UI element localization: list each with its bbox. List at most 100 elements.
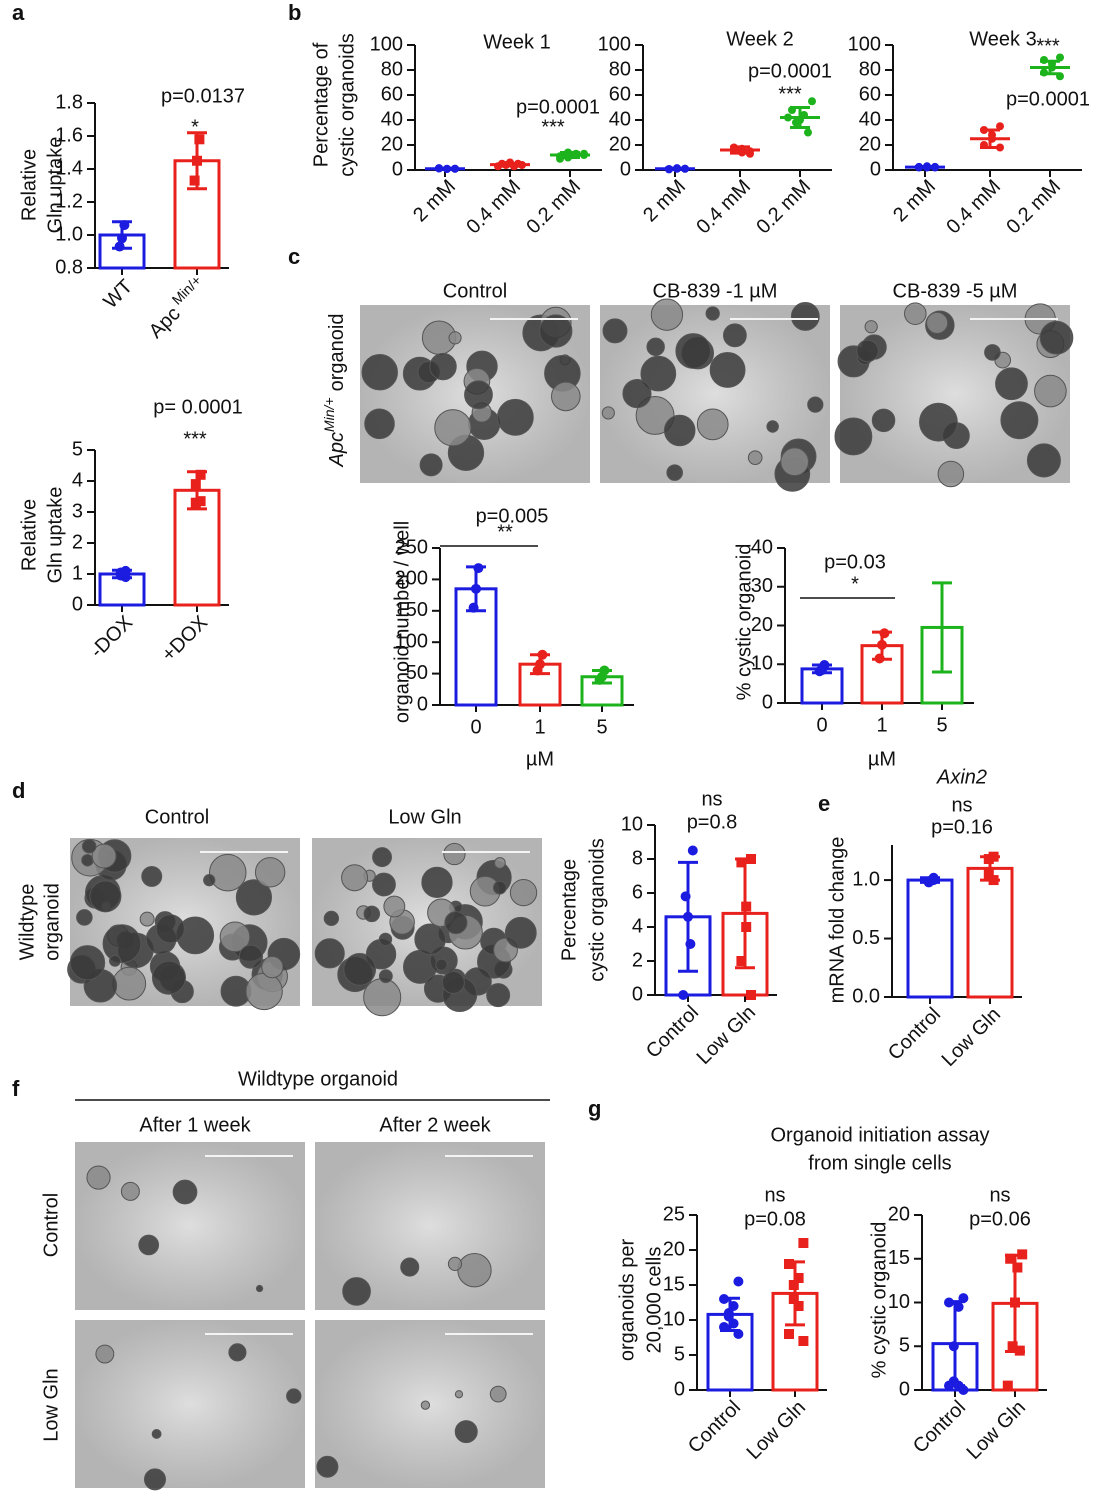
y-axis-label: % cystic organoid xyxy=(868,1222,890,1379)
micrograph xyxy=(360,305,590,483)
organoid-blob xyxy=(864,320,878,334)
data-point xyxy=(443,165,451,173)
y-tick-label: 8 xyxy=(632,847,643,869)
data-point xyxy=(1048,63,1056,72)
organoid-blob xyxy=(984,344,1001,361)
y-tick-label: 6 xyxy=(632,881,643,903)
x-tick-label: 1 xyxy=(534,716,545,738)
y-axis-label: % cystic organoid xyxy=(733,544,755,701)
data-point xyxy=(733,1329,744,1339)
organoid-blob xyxy=(1026,443,1061,478)
x-tick-label: 0.2 mM xyxy=(523,176,586,239)
organoid-blob xyxy=(420,1400,431,1410)
label-sup: Min/+ xyxy=(321,397,337,432)
organoid-blob xyxy=(551,381,581,412)
organoid-blob xyxy=(316,1455,339,1478)
y-tick-label: 20 xyxy=(381,133,403,155)
bar xyxy=(906,878,954,999)
x-tick-label: 2 mM xyxy=(889,176,940,227)
data-point xyxy=(746,149,754,158)
organoid-blob xyxy=(151,1428,162,1439)
y-tick-label: 80 xyxy=(609,58,631,80)
y-tick-label: 200 xyxy=(395,568,428,590)
data-point xyxy=(784,1259,794,1269)
y-tick-label: 0 xyxy=(632,983,643,1005)
organoid-blob xyxy=(464,380,493,410)
data-point xyxy=(1056,53,1064,62)
category-text: WT xyxy=(100,276,138,314)
y-axis-label: Gln uptake xyxy=(44,487,66,584)
organoid-blob xyxy=(219,921,251,953)
data-point xyxy=(958,1385,969,1395)
x-tick-label: 0 xyxy=(470,716,481,738)
organoid-blob xyxy=(414,923,446,956)
y-axis-label: Relative xyxy=(18,149,40,221)
organoid-blob xyxy=(871,408,896,433)
organoid-blob xyxy=(89,880,122,913)
data-point xyxy=(195,496,206,507)
image-column-label: CB-839 -5 µM xyxy=(893,280,1018,302)
x-tick-label: Low Gln xyxy=(963,1397,1030,1464)
organoid-blob xyxy=(494,857,506,869)
organoid-blob xyxy=(856,339,879,363)
label-main: Apc xyxy=(326,432,348,467)
data-point xyxy=(928,872,939,883)
chart-title: Week 1 xyxy=(483,31,550,53)
data-point xyxy=(1012,1262,1023,1273)
image-row-label: organoid xyxy=(41,883,63,961)
y-tick-label: 0 xyxy=(870,158,881,180)
data-point xyxy=(435,164,443,173)
y-tick-label: 20 xyxy=(888,1203,910,1225)
y-axis-label: Gln uptake xyxy=(44,137,66,234)
annotation: * xyxy=(191,116,199,138)
data-point xyxy=(1005,1253,1016,1264)
organoid-blob xyxy=(363,905,381,923)
organoid-blob xyxy=(419,453,443,477)
data-point xyxy=(680,891,691,902)
y-tick-label: 10 xyxy=(663,1308,685,1330)
organoid-blob xyxy=(434,409,472,447)
micrograph xyxy=(315,1142,545,1310)
annotation: *** xyxy=(778,83,802,105)
annotation: p=0.8 xyxy=(687,811,738,833)
organoid-blob xyxy=(496,398,534,436)
data-point xyxy=(738,144,746,153)
organoid-blob xyxy=(342,1277,371,1306)
panel-letter: g xyxy=(588,1096,601,1121)
y-tick-label: 100 xyxy=(598,33,631,55)
x-tick-label: 0.4 mM xyxy=(463,176,526,239)
organoid-blob xyxy=(666,464,683,481)
data-point xyxy=(996,122,1004,131)
organoid-blob xyxy=(443,842,466,866)
x-tick-label: Low Gln xyxy=(693,1002,760,1069)
x-tick-label: Control xyxy=(884,1004,945,1065)
data-point xyxy=(746,854,756,864)
panel-title: Organoid initiation assay xyxy=(770,1124,989,1146)
bar xyxy=(966,866,1014,999)
data-point xyxy=(192,155,202,166)
data-point xyxy=(117,233,127,244)
y-tick-label: 4 xyxy=(72,469,83,491)
y-tick-label: 10 xyxy=(621,813,643,835)
y-axis-label: organoids per xyxy=(616,1239,638,1362)
y-axis-label: Percentage xyxy=(558,859,580,961)
annotation: p=0.06 xyxy=(969,1208,1031,1230)
data-point xyxy=(1014,1345,1025,1356)
panel-letter: c xyxy=(288,244,300,269)
data-point xyxy=(120,572,131,583)
micrograph xyxy=(75,1320,305,1491)
micrograph-shade xyxy=(315,1320,545,1488)
data-point xyxy=(1040,68,1048,77)
data-point xyxy=(678,990,689,1000)
y-tick-label: 5 xyxy=(899,1335,910,1357)
annotation: p=0.0001 xyxy=(1006,88,1090,110)
organoid-blob xyxy=(675,333,712,369)
data-point xyxy=(1007,1341,1018,1352)
y-tick-label: 40 xyxy=(859,108,881,130)
organoid-blob xyxy=(489,1385,507,1403)
organoid-blob xyxy=(705,306,720,321)
organoid-blob xyxy=(447,1256,463,1272)
organoid-blob xyxy=(1000,401,1039,440)
category-text: 0.2 mM xyxy=(1003,176,1066,239)
